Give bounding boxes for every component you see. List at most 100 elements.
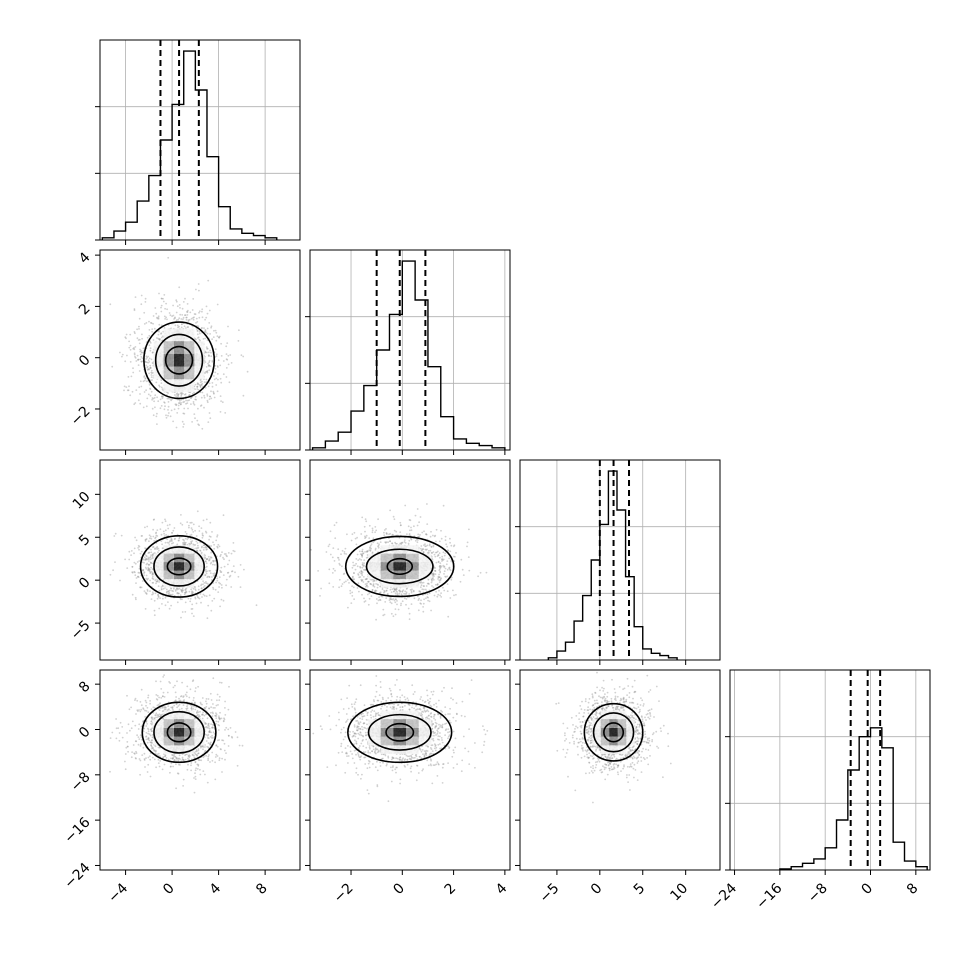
scatter-point bbox=[192, 402, 195, 405]
scatter-point bbox=[204, 749, 207, 752]
scatter-point bbox=[230, 552, 233, 555]
scatter-point bbox=[375, 589, 378, 592]
scatter-point bbox=[191, 591, 194, 594]
scatter-point bbox=[169, 682, 172, 684]
scatter-point bbox=[392, 615, 395, 618]
scatter-point bbox=[136, 734, 139, 737]
scatter-point bbox=[162, 330, 165, 333]
scatter-point bbox=[143, 561, 145, 564]
scatter-point bbox=[149, 561, 152, 564]
scatter-point bbox=[206, 570, 208, 573]
scatter-point bbox=[133, 308, 136, 310]
scatter-point bbox=[181, 523, 184, 526]
scatter-point bbox=[204, 546, 207, 549]
scatter-point bbox=[205, 546, 208, 549]
scatter-point bbox=[218, 699, 221, 702]
scatter-point bbox=[192, 587, 195, 590]
scatter-point bbox=[197, 752, 200, 755]
scatter-point bbox=[145, 554, 148, 557]
scatter-point bbox=[204, 361, 207, 363]
scatter-point bbox=[209, 395, 212, 398]
scatter-point bbox=[207, 421, 210, 423]
scatter-point bbox=[392, 598, 395, 600]
scatter-point bbox=[407, 542, 410, 545]
scatter-point bbox=[200, 587, 203, 590]
scatter-point bbox=[190, 527, 193, 529]
scatter-point bbox=[210, 397, 213, 400]
scatter-point bbox=[149, 555, 152, 558]
scatter-point bbox=[387, 541, 389, 544]
scatter-point bbox=[204, 350, 207, 353]
scatter-point bbox=[179, 392, 182, 395]
scatter-point bbox=[170, 765, 172, 768]
scatter-point bbox=[149, 340, 151, 343]
scatter-point bbox=[223, 565, 226, 568]
scatter-point bbox=[364, 535, 366, 538]
scatter-point bbox=[317, 570, 319, 572]
scatter-point bbox=[425, 549, 428, 551]
scatter-point bbox=[410, 591, 413, 594]
scatter-point bbox=[255, 604, 258, 607]
density-cell bbox=[163, 553, 174, 563]
scatter-point bbox=[408, 534, 411, 536]
scatter-point bbox=[182, 401, 185, 404]
scatter-point bbox=[425, 545, 427, 547]
scatter-point bbox=[170, 604, 173, 607]
scatter-point bbox=[426, 596, 429, 598]
scatter-point bbox=[445, 563, 448, 566]
scatter-point bbox=[168, 591, 171, 594]
scatter-point bbox=[219, 395, 222, 397]
scatter-point bbox=[361, 573, 363, 575]
scatter-point bbox=[160, 395, 163, 398]
scatter-point bbox=[350, 539, 353, 542]
scatter-point bbox=[438, 581, 441, 583]
scatter-point bbox=[135, 577, 138, 579]
scatter-point bbox=[196, 594, 199, 596]
scatter-point bbox=[219, 364, 222, 367]
scatter-point bbox=[431, 552, 433, 554]
scatter-point bbox=[180, 589, 183, 592]
scatter-point bbox=[193, 791, 196, 794]
scatter-point bbox=[151, 398, 154, 401]
scatter-point bbox=[232, 549, 235, 552]
scatter-point bbox=[181, 591, 184, 593]
scatter-point bbox=[207, 364, 210, 367]
scatter-point bbox=[125, 386, 128, 388]
scatter-point bbox=[425, 533, 428, 536]
scatter-point bbox=[190, 533, 193, 536]
scatter-point bbox=[133, 331, 136, 333]
scatter-point bbox=[179, 594, 182, 597]
scatter-point bbox=[158, 338, 161, 341]
scatter-point bbox=[206, 312, 209, 315]
scatter-point bbox=[157, 596, 160, 598]
scatter-point bbox=[440, 537, 443, 540]
scatter-point bbox=[367, 603, 370, 606]
scatter-point bbox=[128, 346, 131, 349]
scatter-point bbox=[191, 528, 194, 531]
scatter-point bbox=[447, 549, 449, 552]
scatter-point bbox=[420, 545, 423, 547]
scatter-point bbox=[343, 581, 346, 584]
scatter-point bbox=[149, 579, 152, 582]
scatter-point bbox=[186, 402, 189, 404]
scatter-point bbox=[432, 544, 435, 547]
scatter-point bbox=[154, 394, 157, 397]
scatter-point bbox=[218, 715, 220, 718]
joint-content bbox=[109, 674, 244, 794]
scatter-point bbox=[227, 571, 230, 574]
scatter-point bbox=[328, 568, 331, 571]
scatter-point bbox=[358, 571, 361, 574]
scatter-point bbox=[444, 567, 447, 570]
scatter-point bbox=[191, 540, 194, 542]
scatter-point bbox=[140, 743, 142, 745]
scatter-point bbox=[209, 333, 212, 335]
scatter-point bbox=[425, 585, 428, 587]
scatter-point bbox=[229, 574, 232, 577]
scatter-point bbox=[394, 592, 397, 595]
scatter-point bbox=[109, 303, 112, 306]
scatter-point bbox=[147, 730, 150, 733]
scatter-point bbox=[341, 583, 344, 585]
scatter-point bbox=[147, 566, 150, 569]
scatter-point bbox=[228, 685, 230, 688]
scatter-point bbox=[361, 554, 363, 557]
